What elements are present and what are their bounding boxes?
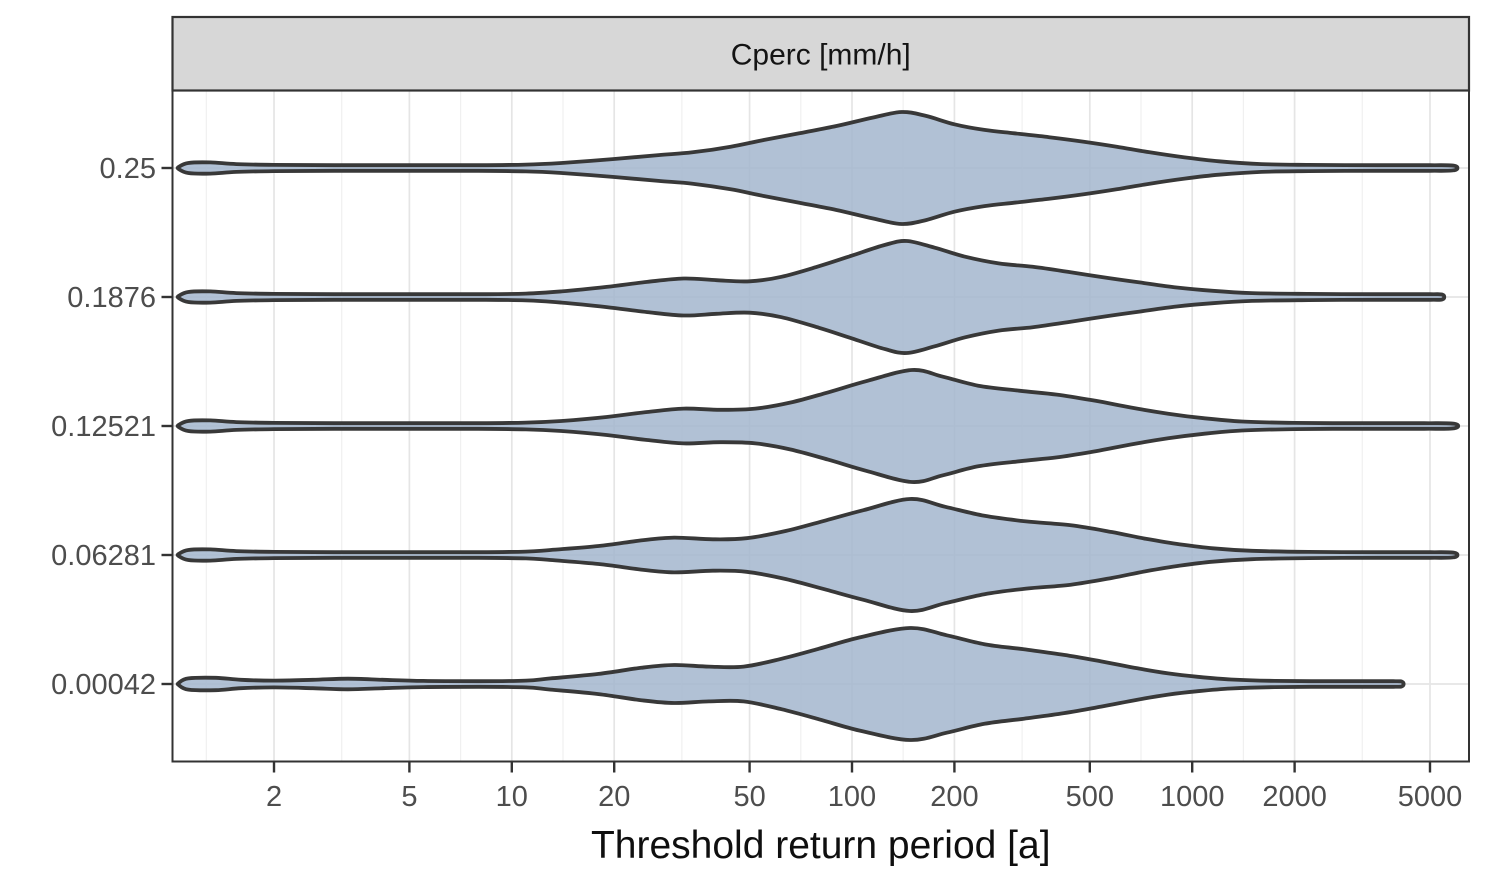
y-axis-ticks — [161, 166, 172, 686]
violin-0.25 — [175, 110, 1460, 226]
violin-0.06281 — [175, 497, 1460, 613]
facet-strip — [171, 15, 1471, 92]
y-tick-label-0.1876: 0.1876 — [67, 282, 156, 314]
x-axis-tick-labels: 2 5 10 20 50 100 200 500 1000 2000 5000 — [266, 781, 1462, 813]
violin-0.00042 — [175, 626, 1406, 742]
x-tick-label-20: 20 — [598, 781, 630, 813]
x-tick-label-5000: 5000 — [1398, 781, 1463, 813]
x-tick-label-1000: 1000 — [1160, 781, 1225, 813]
y-tick-label-0.00042: 0.00042 — [51, 669, 156, 701]
x-tick-label-10: 10 — [496, 781, 528, 813]
x-tick-label-2: 2 — [266, 781, 282, 813]
x-tick-label-500: 500 — [1066, 781, 1114, 813]
x-axis-ticks — [272, 762, 1432, 773]
x-tick-label-200: 200 — [930, 781, 978, 813]
x-tick-label-50: 50 — [733, 781, 765, 813]
violins — [175, 110, 1461, 742]
x-tick-label-2000: 2000 — [1262, 781, 1327, 813]
violin-0.1876 — [175, 239, 1447, 355]
facet-title: Cperc [mm/h] — [731, 38, 911, 71]
y-tick-label-0.06281: 0.06281 — [51, 540, 156, 572]
x-tick-label-100: 100 — [828, 781, 876, 813]
y-tick-label-0.25: 0.25 — [100, 153, 156, 185]
y-tick-label-0.12521: 0.12521 — [51, 411, 156, 443]
x-axis-title: Threshold return period [a] — [591, 824, 1051, 867]
violin-0.12521 — [175, 368, 1461, 484]
x-tick-label-5: 5 — [401, 781, 417, 813]
y-axis-tick-labels: 0.25 0.1876 0.12521 0.06281 0.00042 — [51, 153, 156, 701]
